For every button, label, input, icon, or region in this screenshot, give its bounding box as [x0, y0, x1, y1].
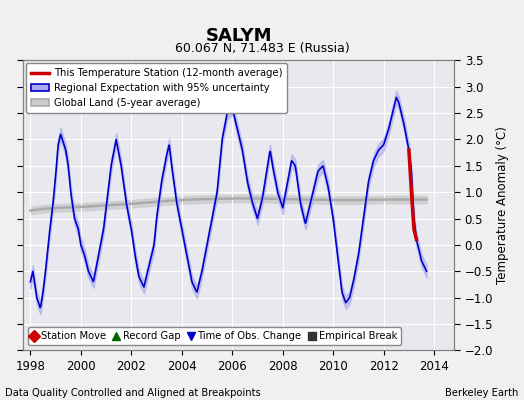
- Legend: Station Move, Record Gap, Time of Obs. Change, Empirical Break: Station Move, Record Gap, Time of Obs. C…: [28, 327, 401, 345]
- Text: Data Quality Controlled and Aligned at Breakpoints: Data Quality Controlled and Aligned at B…: [5, 388, 261, 398]
- Y-axis label: Temperature Anomaly (°C): Temperature Anomaly (°C): [496, 126, 509, 284]
- Title: SALYM: SALYM: [205, 27, 272, 45]
- Text: 60.067 N, 71.483 E (Russia): 60.067 N, 71.483 E (Russia): [174, 42, 350, 55]
- Text: Berkeley Earth: Berkeley Earth: [445, 388, 519, 398]
